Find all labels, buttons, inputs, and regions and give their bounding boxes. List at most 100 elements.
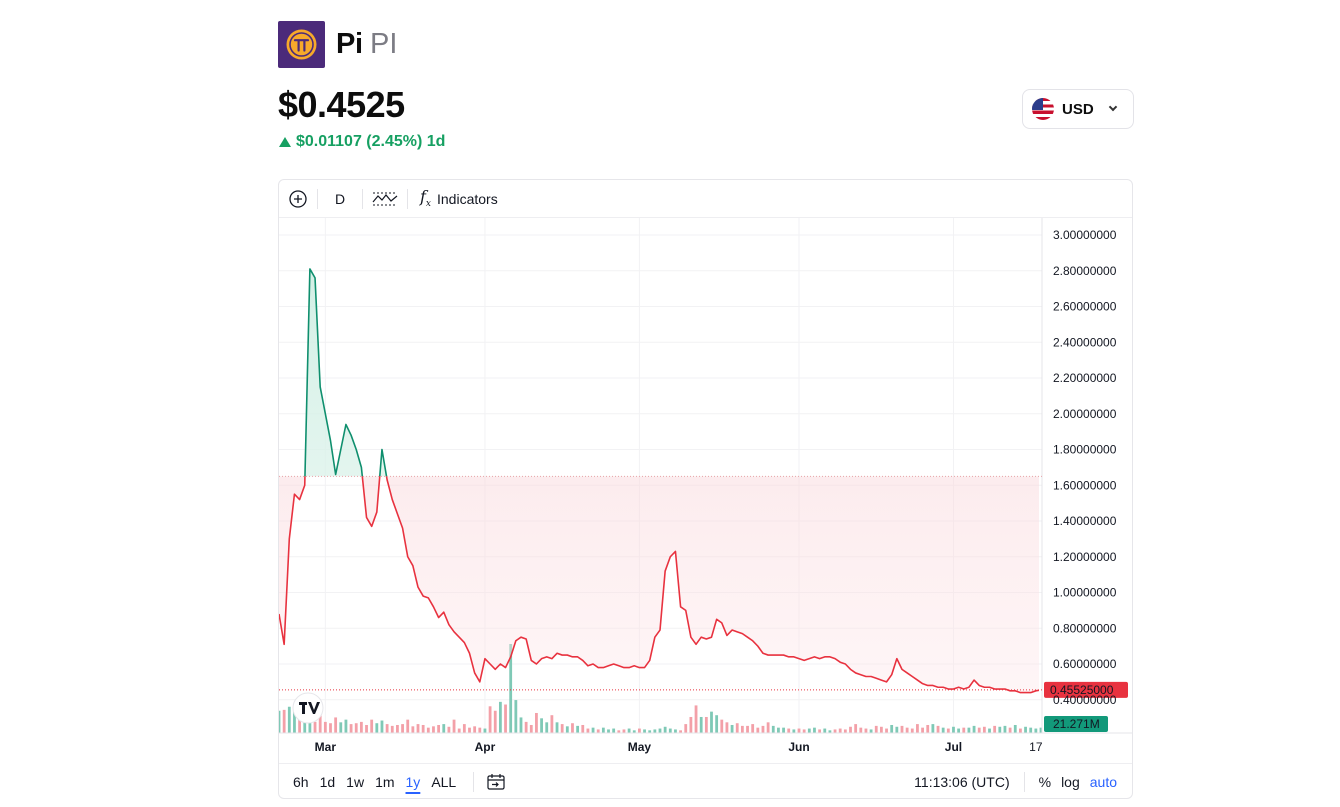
volume-bar <box>766 722 770 733</box>
x-tick-label: Jun <box>788 740 809 754</box>
volume-bar <box>658 728 662 733</box>
range-6h[interactable]: 6h <box>293 774 309 790</box>
y-tick-label: 2.80000000 <box>1053 264 1117 278</box>
volume-bar <box>972 725 976 733</box>
y-tick-label: 0.80000000 <box>1053 621 1117 635</box>
volume-bar <box>339 722 343 733</box>
currency-selector[interactable]: USD <box>1022 89 1134 129</box>
volume-bars <box>279 644 1042 733</box>
volume-bar <box>586 728 590 733</box>
volume-bar <box>287 706 291 733</box>
volume-bar <box>313 721 317 733</box>
volume-bar <box>550 715 554 733</box>
volume-bar <box>581 724 585 733</box>
volume-bar <box>833 729 837 733</box>
volume-bar <box>504 704 507 733</box>
volume-bar <box>323 721 327 733</box>
log-scale-button[interactable]: log <box>1061 774 1080 790</box>
volume-bar <box>524 721 528 733</box>
volume-bar <box>571 723 574 733</box>
price-plot[interactable]: 0.45525000 21.271M 3.00000000 2.80000000 2.… <box>279 218 1132 763</box>
price-chart-card: D fx Indicators <box>278 179 1133 799</box>
volume-bar <box>318 715 322 733</box>
volume-bar <box>730 724 734 733</box>
volume-bar <box>704 716 708 733</box>
range-1d[interactable]: 1d <box>319 774 336 790</box>
volume-bar <box>1003 725 1007 733</box>
indicators-label: Indicators <box>437 190 498 207</box>
tradingview-icon <box>299 702 320 714</box>
volume-bar <box>462 724 466 733</box>
volume-bar <box>576 725 580 733</box>
volume-bar <box>416 724 420 733</box>
volume-bar <box>740 725 744 733</box>
volume-bar <box>529 724 533 733</box>
y-tick-label: 2.20000000 <box>1053 371 1117 385</box>
us-flag-icon <box>1032 98 1054 120</box>
volume-bar <box>488 706 492 733</box>
chart-style-icon <box>372 192 398 205</box>
toolbar-divider <box>317 188 318 209</box>
range-1m[interactable]: 1m <box>375 774 395 790</box>
volume-bar <box>282 709 286 733</box>
volume-bar <box>1019 728 1022 733</box>
add-symbol-button[interactable] <box>279 180 317 217</box>
auto-scale-button[interactable]: auto <box>1089 774 1117 790</box>
volume-bar <box>627 728 631 733</box>
volume-bar <box>756 727 760 733</box>
volume-bar <box>931 724 935 733</box>
fx-icon: fx <box>420 187 431 210</box>
volume-bar <box>864 728 868 733</box>
pi-coin-icon <box>286 29 317 60</box>
price-area <box>279 268 1039 693</box>
volume-bar <box>910 728 914 733</box>
volume-bar <box>818 729 822 733</box>
volume-bar <box>962 727 966 733</box>
chart-style-button[interactable] <box>363 180 407 217</box>
utc-clock: 11:13:06 (UTC) <box>914 774 1010 790</box>
y-tick-label: 1.20000000 <box>1053 550 1117 564</box>
volume-bar <box>843 729 847 733</box>
price-change: $0.01107 (2.45%) 1d <box>279 133 445 151</box>
volume-bar <box>279 710 281 733</box>
up-triangle-icon <box>279 137 291 147</box>
volume-bar <box>679 730 682 733</box>
y-tick-label: 0.40000000 <box>1053 693 1117 707</box>
volume-bar <box>782 727 785 733</box>
range-1w[interactable]: 1w <box>346 774 365 790</box>
volume-bar <box>385 724 389 733</box>
volume-bar <box>596 729 600 733</box>
volume-bar <box>519 717 523 733</box>
x-tick-label: 17 <box>1029 740 1043 754</box>
volume-bar <box>771 725 775 733</box>
volume-bar <box>591 727 595 733</box>
volume-bar <box>905 727 909 733</box>
volume-bar <box>1029 727 1033 733</box>
indicators-button[interactable]: fx Indicators <box>408 180 510 217</box>
price-line <box>279 268 1039 694</box>
volume-bar <box>921 727 924 733</box>
chart-bottom-bar: 6h 1d 1w 1m 1y ALL 11:13:06 (UTC) % log … <box>279 763 1132 798</box>
volume-bar <box>442 724 446 733</box>
volume-bar <box>859 727 863 733</box>
tradingview-logo[interactable] <box>292 692 324 724</box>
volume-bar <box>426 727 430 733</box>
volume-bar <box>710 711 713 733</box>
volume-bar <box>483 728 487 733</box>
y-tick-label: 1.60000000 <box>1053 478 1117 492</box>
volume-bar <box>761 725 765 733</box>
interval-button[interactable]: D <box>334 190 346 207</box>
range-1y[interactable]: 1y <box>405 774 421 790</box>
volume-bar <box>447 726 451 733</box>
volume-bar <box>668 728 672 733</box>
goto-date-button[interactable] <box>486 772 506 792</box>
range-all[interactable]: ALL <box>431 774 457 790</box>
volume-bar <box>982 726 986 733</box>
volume-bar <box>952 726 955 733</box>
percent-scale-button[interactable]: % <box>1038 774 1052 790</box>
calendar-goto-icon <box>487 774 505 790</box>
volume-bar <box>1024 726 1027 733</box>
volume-bar <box>751 724 755 733</box>
pi-coin-logo <box>278 21 325 68</box>
toolbar-divider <box>362 188 363 209</box>
